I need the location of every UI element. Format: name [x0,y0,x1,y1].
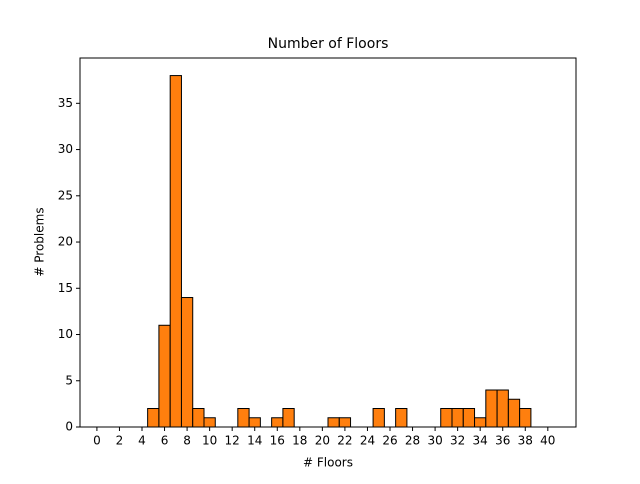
y-tick-label: 5 [65,373,73,387]
bar [474,417,487,428]
y-tick-label: 0 [65,420,73,434]
bar [338,417,352,428]
x-tick-label: 0 [93,434,101,448]
x-tick-label: 2 [116,434,124,448]
y-tick-label: 25 [58,188,73,202]
x-tick-label: 14 [247,434,262,448]
x-tick-label: 22 [337,434,352,448]
x-tick-label: 36 [495,434,510,448]
bar [507,398,521,428]
x-tick-label: 40 [540,434,555,448]
bar [282,408,295,428]
x-tick-label: 30 [427,434,442,448]
bar [203,417,216,428]
y-tick-label: 20 [58,235,73,249]
bar [169,75,182,428]
x-tick-label: 38 [518,434,533,448]
x-tick-label: 24 [360,434,375,448]
bar [147,408,160,428]
x-tick-label: 20 [315,434,330,448]
x-axis-label: # Floors [303,456,353,470]
y-tick-label: 10 [58,327,73,341]
bar [519,408,532,428]
bar [496,389,509,428]
bar [192,408,205,428]
plot-frame [79,57,577,428]
y-axis-label: # Problems [33,207,47,276]
bar [462,408,476,428]
bar [372,408,385,428]
bar [395,408,408,428]
bar [180,297,194,428]
x-tick-label: 18 [292,434,307,448]
x-tick-label: 4 [138,434,146,448]
bar [327,417,340,428]
bar [440,408,453,428]
bar [237,408,250,428]
bar [485,389,498,428]
y-tick-label: 35 [58,96,73,110]
chart-title: Number of Floors [268,36,389,52]
x-tick-label: 28 [405,434,420,448]
x-tick-label: 8 [183,434,191,448]
x-tick-label: 16 [270,434,285,448]
bar [158,324,171,428]
x-tick-label: 12 [225,434,240,448]
x-tick-label: 26 [382,434,397,448]
y-tick-label: 15 [58,281,73,295]
x-tick-label: 32 [450,434,465,448]
bar [248,417,261,428]
y-tick-label: 30 [58,142,73,156]
x-tick-label: 6 [161,434,169,448]
x-tick-label: 10 [202,434,217,448]
bar [451,408,464,428]
x-tick-label: 34 [473,434,488,448]
bar [271,417,284,428]
